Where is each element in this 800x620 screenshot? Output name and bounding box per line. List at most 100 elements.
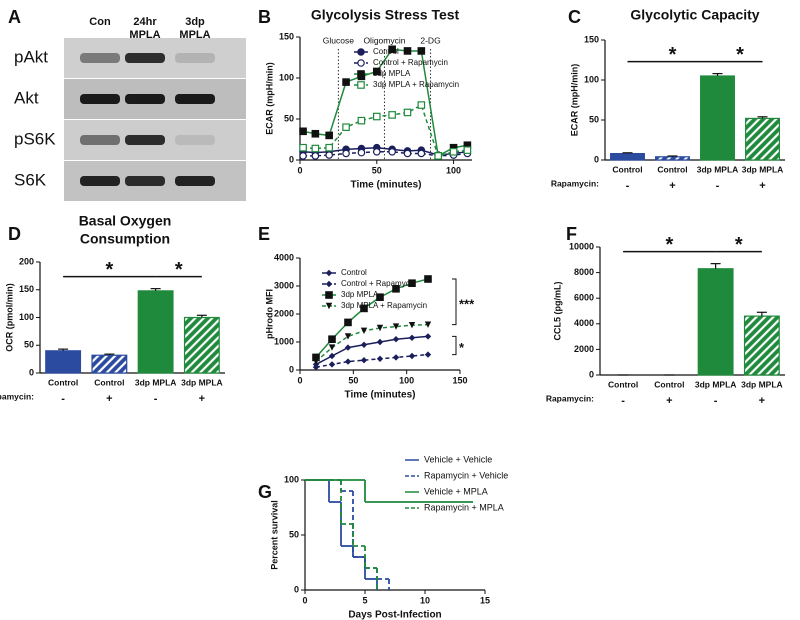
panel-label: F — [566, 224, 577, 244]
treatment-value: + — [669, 180, 675, 192]
y-tick-label: 1000 — [274, 336, 294, 346]
legend-label: Vehicle + MPLA — [424, 486, 488, 496]
marker — [311, 144, 320, 153]
marker — [449, 148, 458, 156]
lane-label: Con — [89, 16, 111, 28]
legend-label: Control — [373, 47, 399, 56]
bar — [45, 350, 82, 374]
y-tick-label: 0 — [289, 364, 294, 374]
y-tick-label: 100 — [284, 474, 299, 484]
marker — [357, 148, 366, 157]
legend-label: Rapamycin + Vehicle — [424, 470, 508, 480]
significance-label: * — [665, 234, 673, 256]
marker — [408, 322, 416, 329]
bar — [91, 354, 128, 374]
significance-label: * — [105, 259, 113, 281]
y-tick-label: 50 — [589, 114, 599, 124]
row-label: pAkt — [14, 47, 48, 66]
x-tick-label: 100 — [399, 375, 414, 385]
x-tick-label: 10 — [420, 595, 430, 605]
bar — [610, 153, 645, 161]
y-axis-label: Percent survival — [269, 500, 279, 570]
y-tick-label: 4000 — [574, 318, 594, 328]
marker — [403, 47, 412, 55]
row-label: pS6K — [14, 129, 56, 148]
marker — [360, 327, 368, 334]
band — [80, 135, 120, 145]
injection-label: Oligomycin — [363, 35, 405, 45]
y-tick-label: 4000 — [274, 252, 294, 262]
y-tick-label: 100 — [584, 74, 599, 84]
panel-label: A — [8, 7, 21, 27]
x-tick-label: 3dp MPLA — [135, 377, 177, 387]
marker — [344, 358, 352, 365]
y-tick-label: 2000 — [574, 344, 594, 354]
marker — [360, 304, 368, 313]
x-tick-label: 3dp MPLA — [181, 377, 223, 387]
legend-label: Control + Rapamycin — [341, 279, 416, 288]
significance-label: * — [459, 340, 465, 355]
band — [125, 176, 165, 186]
bar — [137, 290, 174, 374]
chart-title: Basal Oxygen — [79, 213, 172, 229]
marker — [434, 152, 443, 160]
marker — [424, 333, 432, 340]
marker — [311, 152, 320, 160]
y-tick-label: 150 — [19, 284, 34, 294]
x-tick-label: 150 — [452, 375, 467, 385]
x-tick-label: 0 — [297, 165, 302, 175]
panel-label: B — [258, 7, 271, 27]
marker — [342, 123, 350, 132]
marker — [388, 111, 396, 119]
marker — [392, 354, 400, 361]
marker — [417, 149, 426, 158]
x-tick-label: 15 — [480, 595, 490, 605]
legend-label: 3dp MPLA — [373, 69, 411, 78]
injection-label: Glucose — [323, 35, 354, 45]
marker — [360, 341, 368, 348]
marker — [328, 344, 336, 351]
significance-label: * — [669, 44, 677, 66]
y-axis-label: ECAR (mpH/min) — [569, 64, 579, 137]
legend-label: Vehicle + Vehicle — [424, 454, 492, 464]
marker — [424, 351, 432, 358]
x-tick-label: 3dp MPLA — [742, 164, 784, 174]
significance-label: * — [735, 234, 743, 256]
y-tick-label: 150 — [279, 31, 294, 41]
treatment-label: Rapamycin: — [551, 178, 599, 188]
panel-label: G — [258, 482, 272, 502]
bar — [745, 117, 780, 161]
y-tick-label: 50 — [24, 340, 34, 350]
x-tick-label: 3dp MPLA — [695, 379, 737, 389]
marker — [392, 285, 400, 293]
y-tick-label: 100 — [279, 72, 294, 82]
bar — [183, 316, 220, 374]
x-axis-label: Days Post-Infection — [348, 610, 441, 620]
x-tick-label: 50 — [372, 165, 382, 175]
marker — [328, 335, 336, 344]
marker — [360, 357, 368, 364]
legend-marker — [357, 81, 365, 89]
legend-label: Rapamycin + MPLA — [424, 502, 504, 512]
marker — [299, 127, 307, 136]
y-tick-label: 10000 — [569, 241, 594, 251]
band — [175, 94, 215, 104]
marker — [372, 112, 381, 121]
marker — [328, 361, 336, 368]
y-tick-label: 50 — [284, 113, 294, 123]
bar — [697, 268, 734, 376]
x-tick-label: Control — [94, 377, 124, 387]
band — [125, 135, 165, 145]
y-tick-label: 0 — [289, 154, 294, 164]
band — [80, 53, 120, 63]
y-tick-label: 50 — [289, 529, 299, 539]
marker — [388, 148, 396, 156]
legend-label: Control + Rapamycin — [373, 58, 448, 67]
x-tick-label: Control — [48, 377, 78, 387]
treatment-value: - — [61, 393, 65, 405]
y-tick-label: 8000 — [574, 267, 594, 277]
row-label: S6K — [14, 170, 47, 189]
bar — [743, 315, 780, 376]
marker — [424, 321, 432, 328]
marker — [376, 338, 384, 346]
